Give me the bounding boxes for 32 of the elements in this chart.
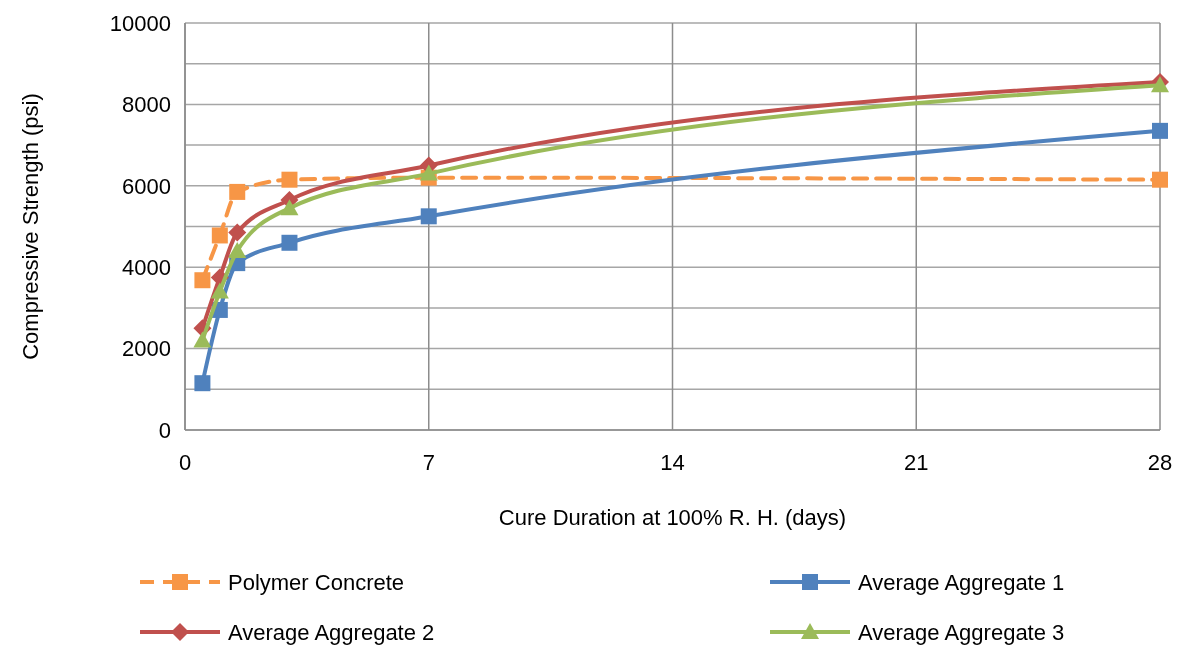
- point: [420, 208, 437, 225]
- legend-label: Polymer Concrete: [228, 569, 405, 595]
- point: [228, 241, 247, 258]
- y-tick-label: 0: [158, 417, 171, 443]
- y-tick-label: 8000: [122, 92, 171, 118]
- point: [228, 223, 247, 242]
- y-tick-label: 4000: [122, 254, 171, 280]
- x-tick-label: 0: [178, 450, 192, 475]
- point: [1152, 171, 1168, 188]
- point: [194, 272, 211, 289]
- x-tick-label: 14: [660, 450, 685, 475]
- point: [281, 171, 298, 188]
- point: [194, 375, 211, 392]
- x-tick-label: 28: [1147, 450, 1173, 475]
- legend-label: Average Aggregate 1: [858, 569, 1065, 595]
- point: [229, 183, 246, 200]
- point: [210, 282, 229, 299]
- y-tick-label: 10000: [109, 10, 171, 36]
- y-tick-label: 2000: [122, 336, 171, 362]
- legend-label: Average Aggregate 3: [858, 619, 1065, 645]
- point: [193, 331, 212, 348]
- point: [211, 227, 228, 244]
- point: [280, 199, 299, 216]
- x-tick-label: 7: [422, 450, 435, 475]
- y-tick-label: 6000: [122, 173, 171, 199]
- point: [419, 164, 438, 181]
- legend-label: Average Aggregate 2: [228, 619, 435, 645]
- point: [281, 234, 298, 251]
- y-axis-title: Compressive Strength (psi): [18, 93, 43, 360]
- x-axis-title: Cure Duration at 100% R. H. (days): [498, 505, 847, 530]
- point: [1152, 122, 1168, 139]
- x-tick-label: 21: [904, 450, 929, 475]
